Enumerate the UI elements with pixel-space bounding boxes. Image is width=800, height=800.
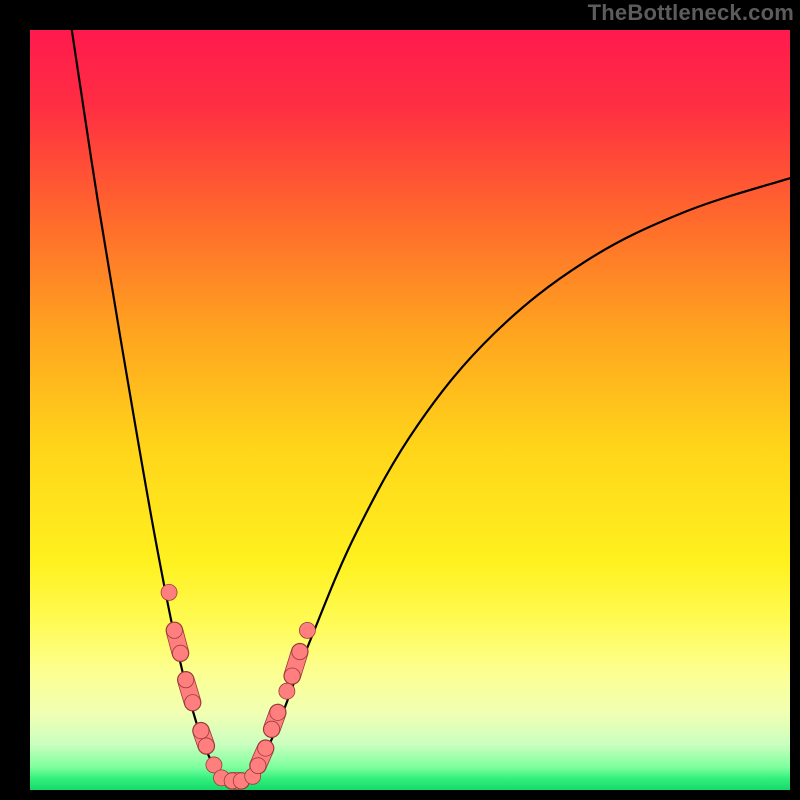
chart-canvas — [0, 0, 800, 800]
bottleneck-chart: TheBottleneck.com — [0, 0, 800, 800]
watermark-text: TheBottleneck.com — [588, 0, 794, 26]
